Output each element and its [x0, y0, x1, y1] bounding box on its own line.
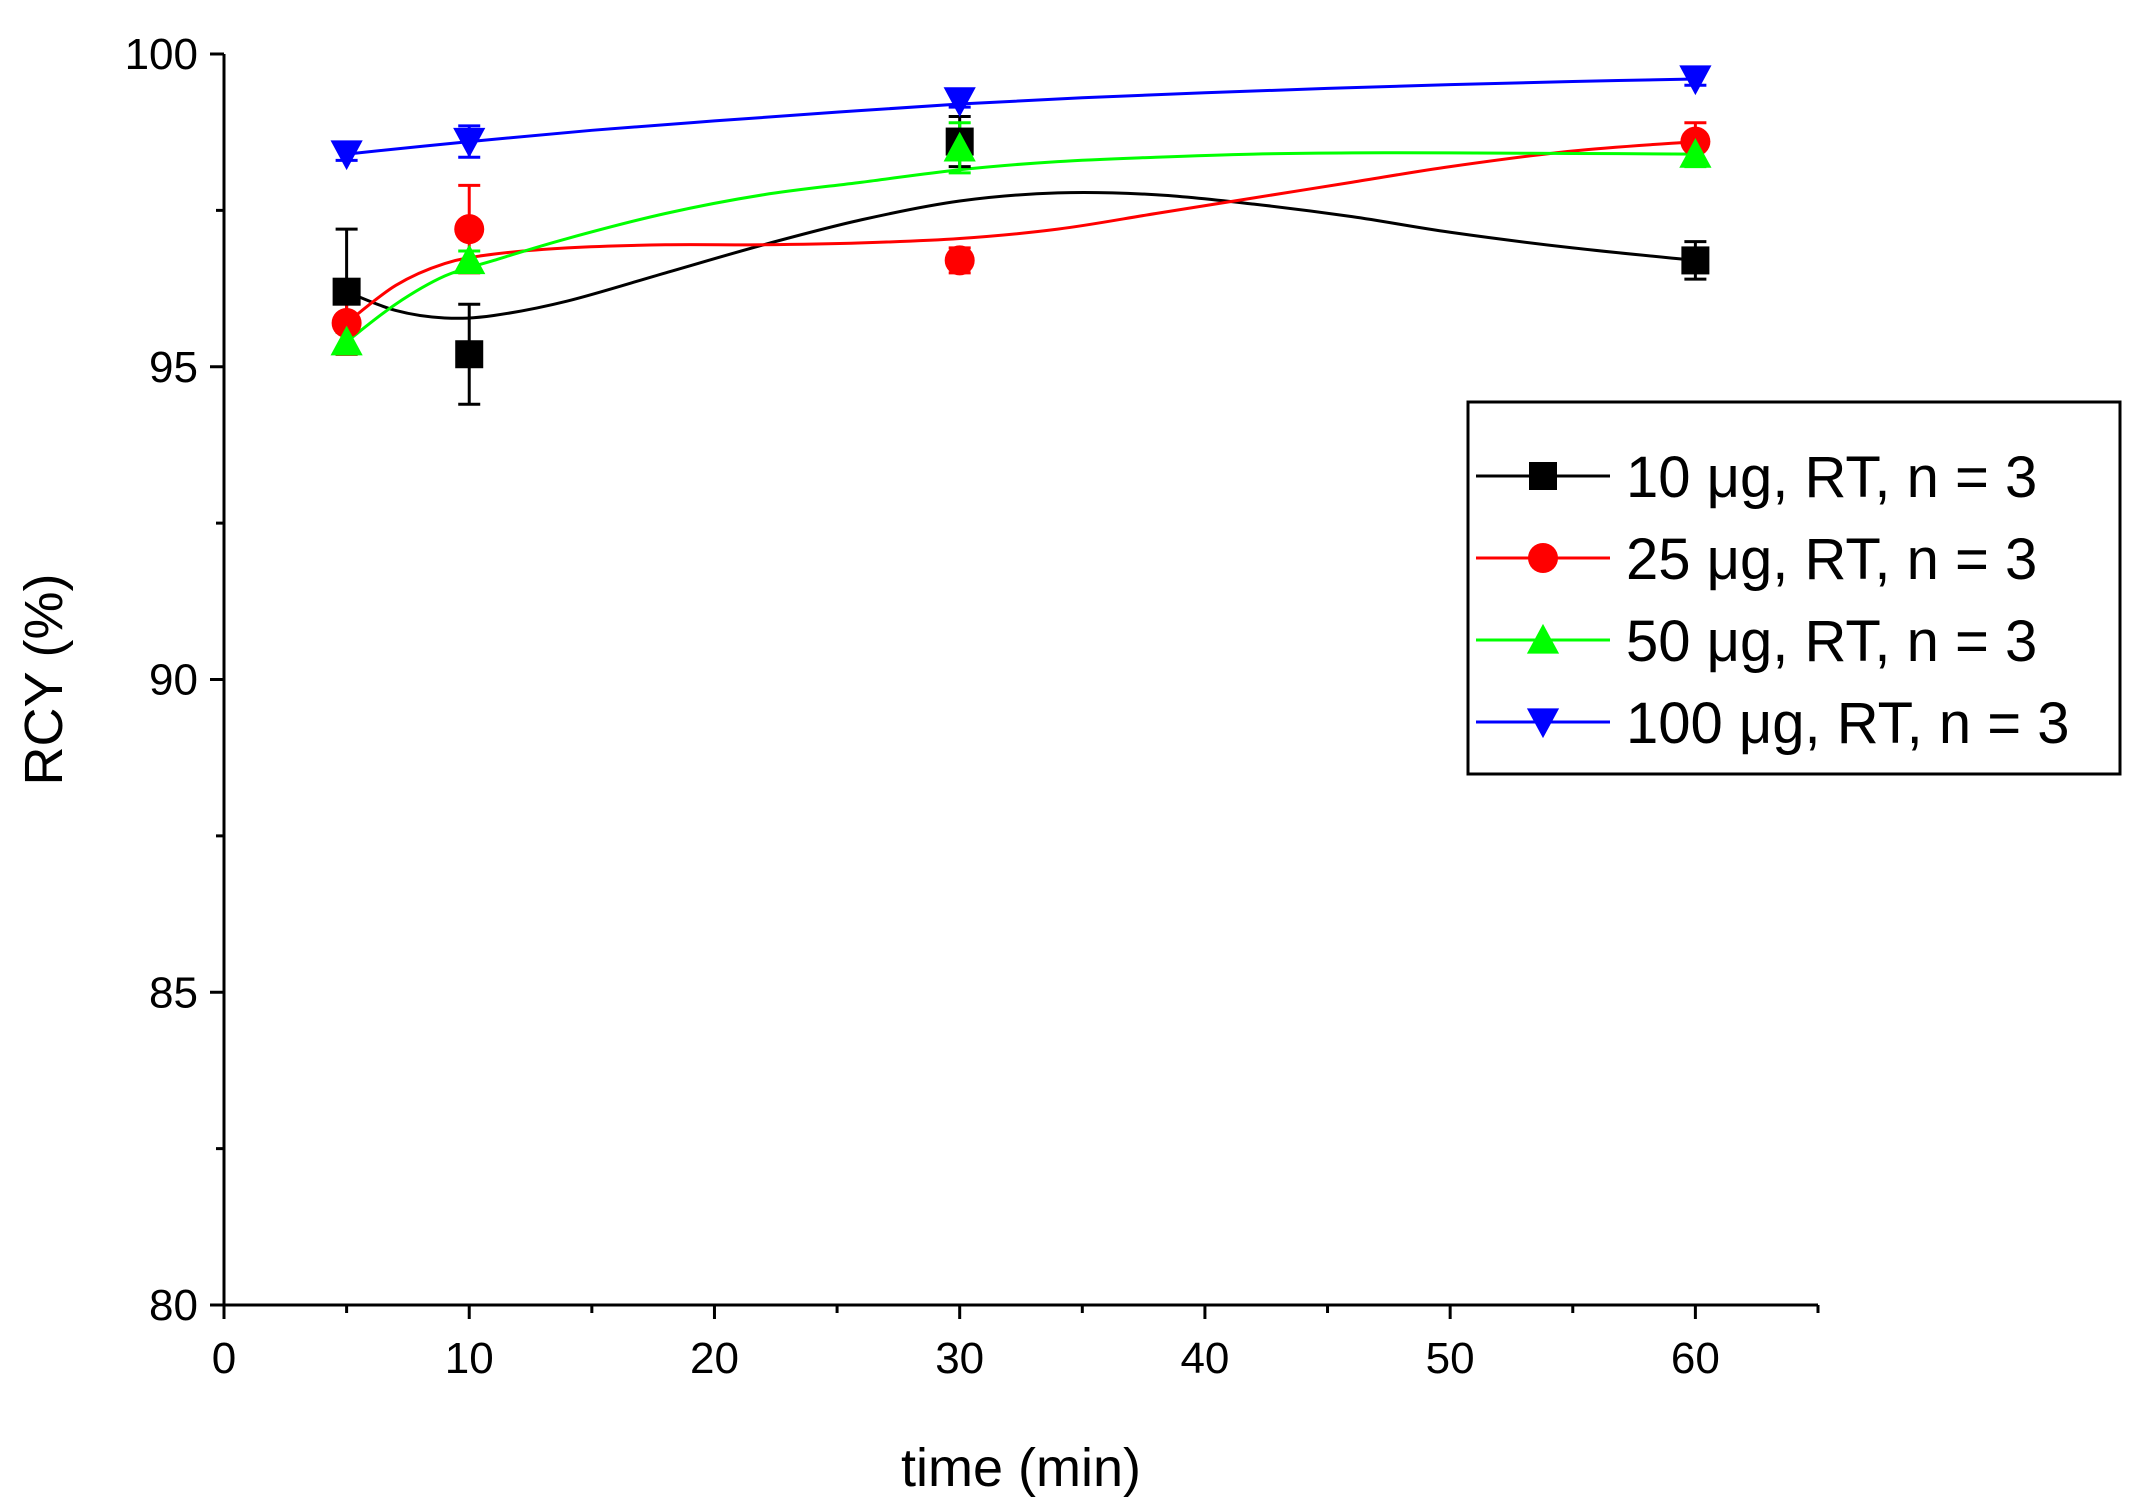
legend-label-series-3: 50 μg, RT, n = 3	[1626, 609, 2037, 674]
legend: 10 μg, RT, n = 3 25 μg, RT, n = 3 50 μg, R…	[1466, 400, 2122, 776]
axis-labels: time (min) RCY (%)	[14, 573, 1141, 1498]
x-tick-label: 50	[1426, 1334, 1475, 1383]
y-axis-title: RCY (%)	[14, 573, 74, 785]
data-point-series-3	[1679, 137, 1712, 168]
y-tick-label: 80	[149, 1281, 198, 1330]
data-point-series-4	[943, 87, 976, 118]
fit-curve-series-1	[346, 190, 1696, 320]
data-point-series-4	[453, 127, 486, 158]
legend-label-series-2: 25 μg, RT, n = 3	[1626, 527, 2037, 592]
data-point-series-2	[331, 307, 362, 338]
legend-label-series-1: 10 μg, RT, n = 3	[1626, 445, 2037, 510]
data-point-series-3	[943, 131, 976, 162]
data-point-series-3	[453, 244, 486, 275]
fit-curve-series-3	[345, 151, 1696, 343]
data-markers	[330, 65, 1712, 369]
x-tick-label: 10	[445, 1334, 494, 1383]
y-tick-label: 85	[149, 968, 198, 1017]
data-point-series-2	[454, 214, 485, 245]
y-tick-label: 100	[125, 30, 198, 79]
y-tick-label: 90	[149, 656, 198, 705]
x-axis-title: time (min)	[901, 1438, 1141, 1498]
legend-marker-series-2	[1528, 543, 1558, 573]
x-tick-label: 40	[1180, 1334, 1229, 1383]
data-point-series-2	[944, 245, 975, 276]
data-point-series-1	[1681, 246, 1710, 275]
data-point-series-4	[330, 140, 363, 171]
data-point-series-4	[1679, 65, 1712, 96]
data-point-series-1	[455, 340, 484, 369]
x-tick-label: 30	[935, 1334, 984, 1383]
legend-marker-series-1	[1529, 462, 1557, 490]
legend-marker-series-4	[1526, 708, 1560, 739]
data-point-series-3	[330, 325, 363, 356]
x-tick-label: 0	[212, 1334, 236, 1383]
legend-label-series-4: 100 μg, RT, n = 3	[1626, 691, 2069, 756]
fit-curves	[345, 77, 1696, 343]
x-tick-label: 20	[690, 1334, 739, 1383]
fit-curve-series-2	[345, 140, 1696, 325]
data-point-series-1	[332, 277, 361, 306]
y-tick-label: 95	[149, 343, 198, 392]
axes: 0 10 20 30 40 50 60 80 85 90 95 100	[125, 30, 1820, 1383]
legend-box	[1466, 400, 2122, 776]
x-tick-label: 60	[1671, 1334, 1720, 1383]
fit-curve-series-4	[346, 77, 1696, 156]
legend-marker-series-3	[1526, 623, 1560, 654]
